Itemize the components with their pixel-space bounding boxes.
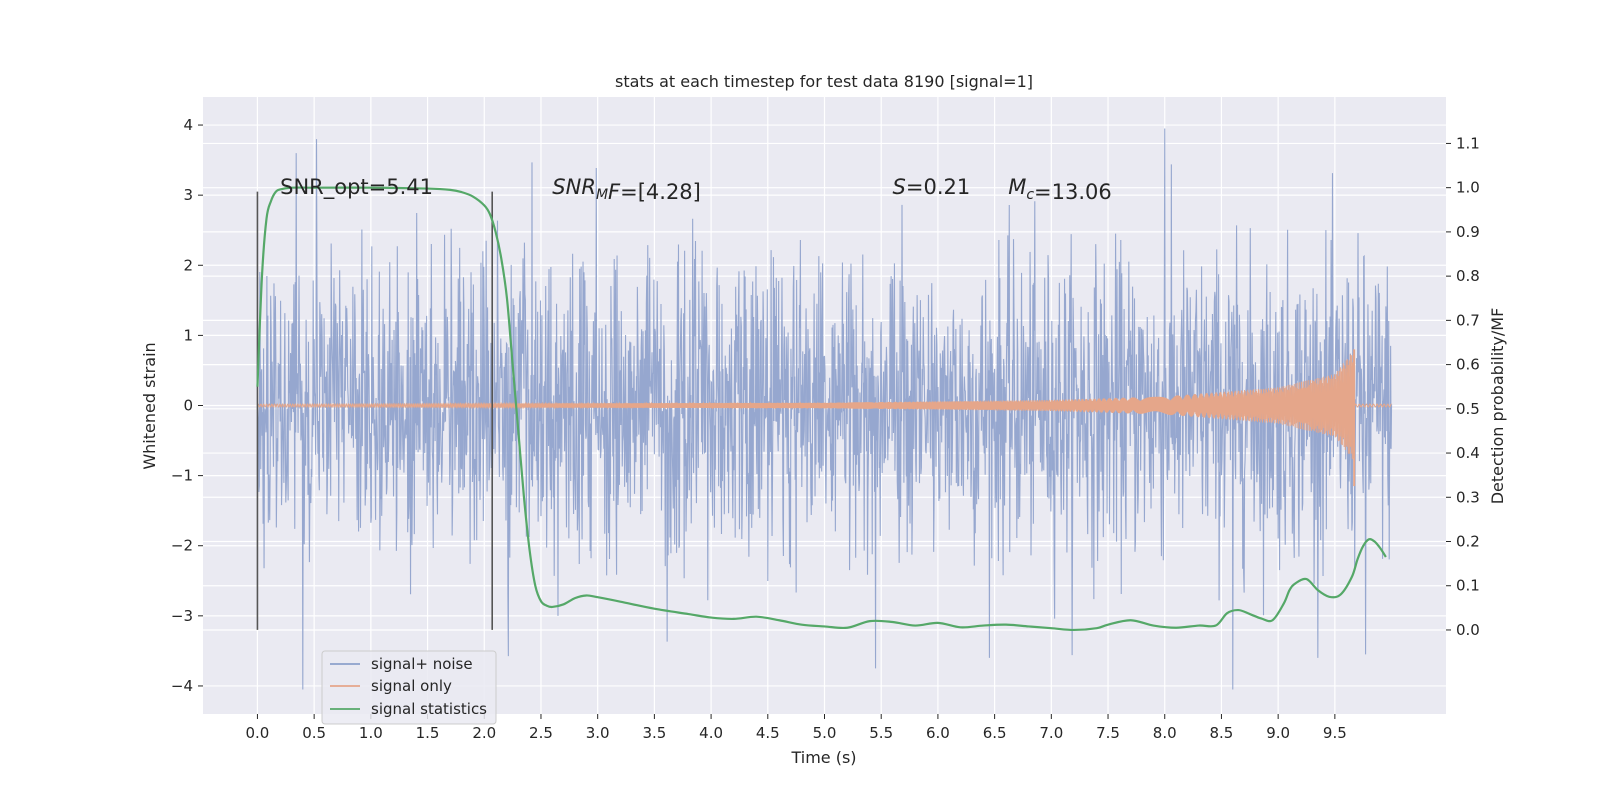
y-right-tick-label: 0.7 [1456, 311, 1480, 329]
y-tick-label: −1 [171, 467, 193, 485]
y-axis-label: Whitened strain [140, 342, 159, 469]
x-axis-label: Time (s) [790, 748, 856, 767]
annotation-text: SNRMF=[4.28] [552, 175, 701, 204]
y-right-axis-ticks: 0.0 0.1 0.2 0.3 0.4 0.5 0.6 0.7 0.8 0.9 1.0 1.1 [1446, 134, 1480, 639]
x-tick-label: 9.0 [1266, 724, 1290, 742]
y-tick-label: 0 [183, 397, 193, 415]
y-right-axis-label: Detection probability/MF [1488, 308, 1507, 505]
y-tick-label: 2 [183, 256, 193, 274]
y-right-tick-label: 1.0 [1456, 179, 1480, 197]
y-right-tick-label: 0.5 [1456, 400, 1480, 418]
y-tick-label: 4 [183, 116, 193, 134]
signal-only-line [256, 354, 1392, 460]
x-tick-label: 1.5 [416, 724, 440, 742]
vertical-markers [256, 191, 494, 630]
x-tick-label: 9.5 [1323, 724, 1347, 742]
y-tick-label: 3 [183, 186, 193, 204]
x-tick-label: 8.0 [1153, 724, 1177, 742]
x-tick-label: 2.0 [472, 724, 496, 742]
y-right-tick-label: 0.2 [1456, 533, 1480, 551]
signal-statistics-series [256, 186, 1387, 632]
x-tick-label: 7.0 [1039, 724, 1063, 742]
signal-noise-series [256, 128, 1393, 690]
x-tick-label: 3.0 [586, 724, 610, 742]
x-tick-label: 3.5 [642, 724, 666, 742]
legend: signal+ noise signal only signal statist… [321, 650, 497, 725]
x-tick-label: 4.0 [699, 724, 723, 742]
x-tick-label: 6.0 [926, 724, 950, 742]
signal-only-series [256, 349, 1392, 487]
signal-noise-line [256, 128, 1393, 690]
x-tick-label: 5.5 [869, 724, 893, 742]
x-tick-label: 7.5 [1096, 724, 1120, 742]
y-right-tick-label: 0.6 [1456, 356, 1480, 374]
y-right-tick-label: 0.4 [1456, 444, 1480, 462]
y-right-tick-label: 1.1 [1456, 134, 1480, 152]
y-right-tick-label: 0.3 [1456, 488, 1480, 506]
annotation-text: S=0.21 [893, 175, 971, 199]
annotation-text: Mc=13.06 [1008, 175, 1112, 204]
y-right-tick-label: 0.8 [1456, 267, 1480, 285]
legend-box [321, 650, 497, 725]
y-tick-label: −2 [171, 537, 193, 555]
x-tick-label: 6.5 [983, 724, 1007, 742]
y-tick-label: −4 [171, 677, 193, 695]
x-tick-label: 8.5 [1210, 724, 1234, 742]
legend-label-signal-noise: signal+ noise [371, 655, 473, 673]
x-tick-label: 0.0 [246, 724, 270, 742]
chart-title: stats at each timestep for test data 819… [615, 72, 1033, 91]
legend-label-signal-statistics: signal statistics [371, 700, 487, 718]
y-axis-ticks: −4 −3 −2 −1 0 1 2 3 4 [171, 116, 203, 695]
x-tick-label: 5.0 [813, 724, 837, 742]
x-tick-label: 1.0 [359, 724, 383, 742]
y-right-tick-label: 0.1 [1456, 577, 1480, 595]
x-tick-label: 2.5 [529, 724, 553, 742]
y-right-tick-label: 0.0 [1456, 621, 1480, 639]
y-right-tick-label: 0.9 [1456, 223, 1480, 241]
annotation-text: SNR_opt=5.41 [280, 175, 433, 200]
annotations: SNR_opt=5.41 SNRMF=[4.28] S=0.21 Mc=13.06 [280, 175, 1112, 204]
signal-statistics-line [256, 186, 1387, 632]
y-tick-label: −3 [171, 607, 193, 625]
x-axis-ticks: 0.0 0.5 1.0 1.5 2.0 2.5 3.0 3.5 4.0 4.5 5.0 5.5 6.0 6… [246, 714, 1347, 742]
x-tick-label: 0.5 [302, 724, 326, 742]
x-tick-label: 4.5 [756, 724, 780, 742]
legend-label-signal-only: signal only [371, 677, 452, 695]
y-tick-label: 1 [183, 326, 193, 344]
